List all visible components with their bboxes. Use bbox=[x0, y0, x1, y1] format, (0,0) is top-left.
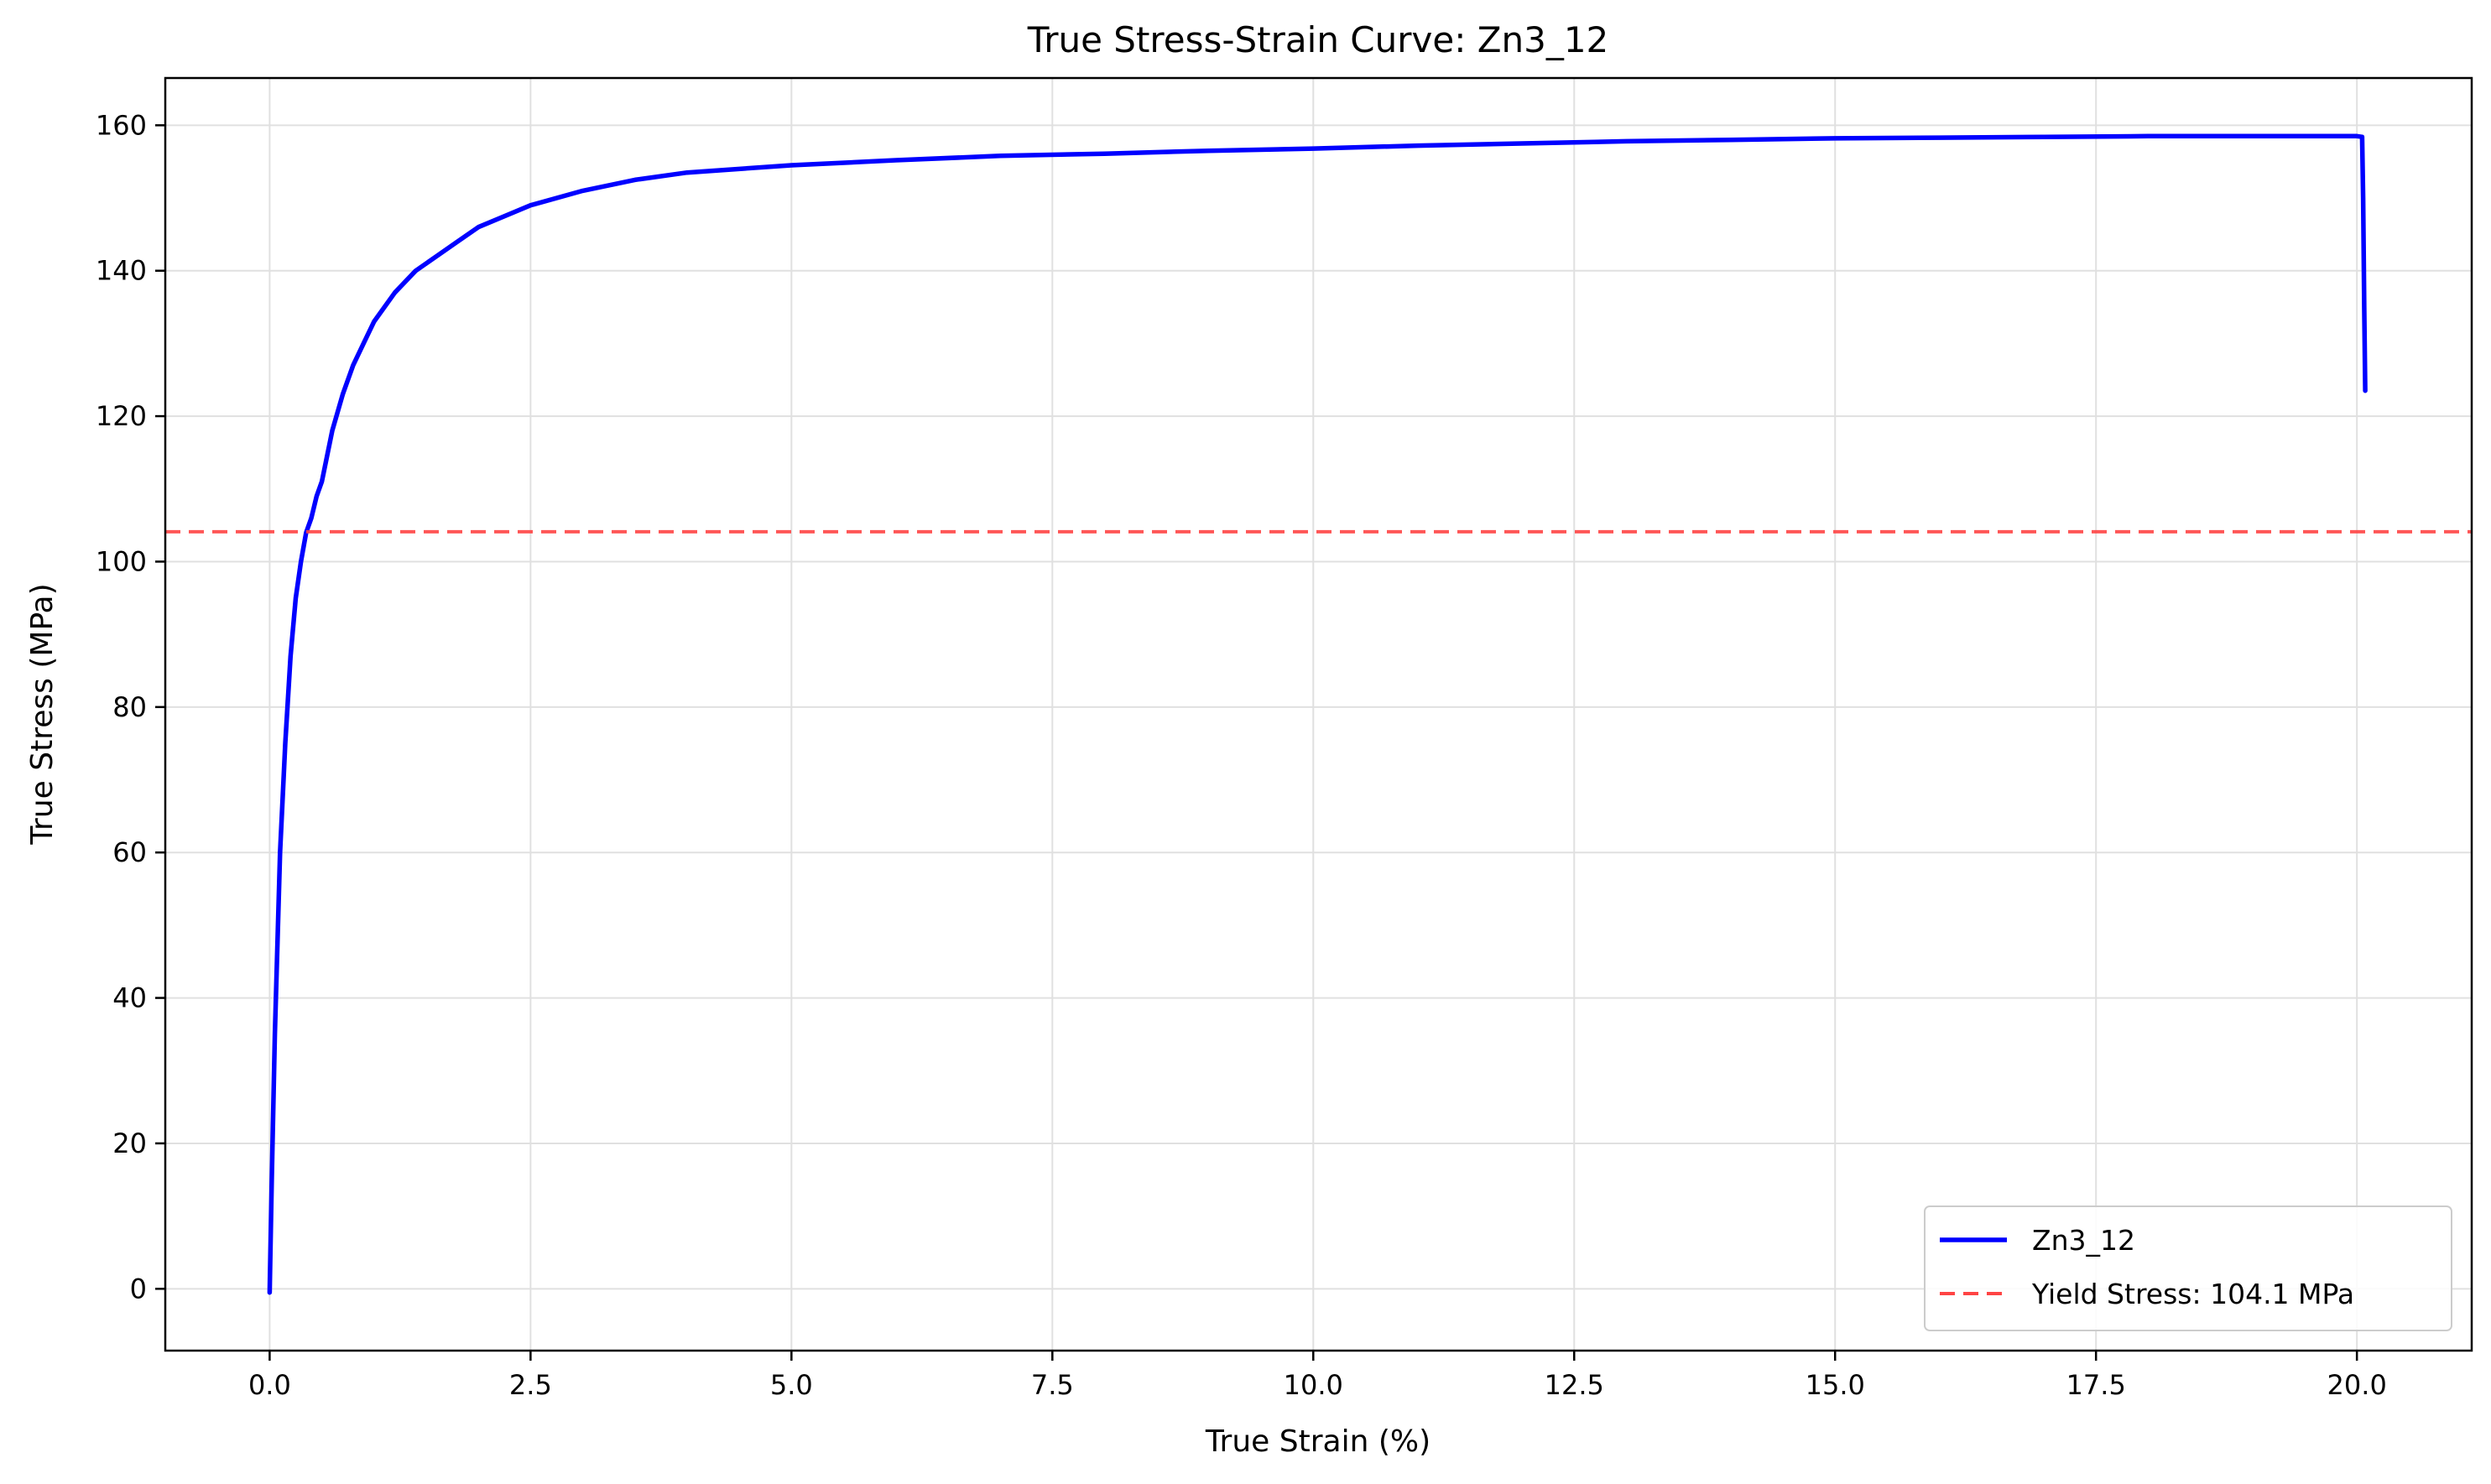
y-tick-label: 80 bbox=[112, 691, 147, 723]
legend-label-1: Zn3_12 bbox=[2032, 1224, 2135, 1257]
axes-frame bbox=[164, 76, 2473, 1352]
series-line-Zn3_12 bbox=[267, 133, 2368, 1295]
x-axis-label: True Strain (%) bbox=[1205, 1424, 1431, 1459]
x-tick-label: 10.0 bbox=[1284, 1369, 1343, 1401]
y-tick-label: 160 bbox=[96, 109, 147, 141]
axis-ticks: 0.0 2.5 5.0 7.5 10.0 12.5 15.0 17.5 20.0 0 20 40 60 8… bbox=[96, 109, 2387, 1401]
x-tick-label: 7.5 bbox=[1031, 1369, 1074, 1401]
y-axis-label: True Stress (MPa) bbox=[25, 583, 60, 845]
legend-label-2: Yield Stress: 104.1 MPa bbox=[2031, 1278, 2354, 1310]
legend-box bbox=[1924, 1205, 2452, 1331]
y-tick-label: 140 bbox=[96, 255, 147, 287]
y-tick-label: 100 bbox=[96, 545, 147, 577]
y-tick-label: 60 bbox=[112, 836, 147, 868]
x-tick-label: 17.5 bbox=[2066, 1369, 2126, 1401]
y-tick-label: 20 bbox=[112, 1127, 147, 1159]
legend: Zn3_12 Yield Stress: 104.1 MPa bbox=[1924, 1205, 2452, 1331]
plot-area bbox=[165, 133, 2472, 1295]
x-tick-label: 0.0 bbox=[248, 1369, 291, 1401]
x-tick-label: 15.0 bbox=[1806, 1369, 1865, 1401]
y-tick-label: 120 bbox=[96, 400, 147, 432]
y-tick-label: 40 bbox=[112, 982, 147, 1014]
y-tick-label: 0 bbox=[130, 1273, 147, 1304]
x-tick-label: 12.5 bbox=[1545, 1369, 1604, 1401]
x-tick-label: 20.0 bbox=[2327, 1369, 2387, 1401]
x-tick-label: 5.0 bbox=[770, 1369, 813, 1401]
chart-title: True Stress-Strain Curve: Zn3_12 bbox=[1027, 19, 1609, 60]
x-tick-label: 2.5 bbox=[509, 1369, 552, 1401]
